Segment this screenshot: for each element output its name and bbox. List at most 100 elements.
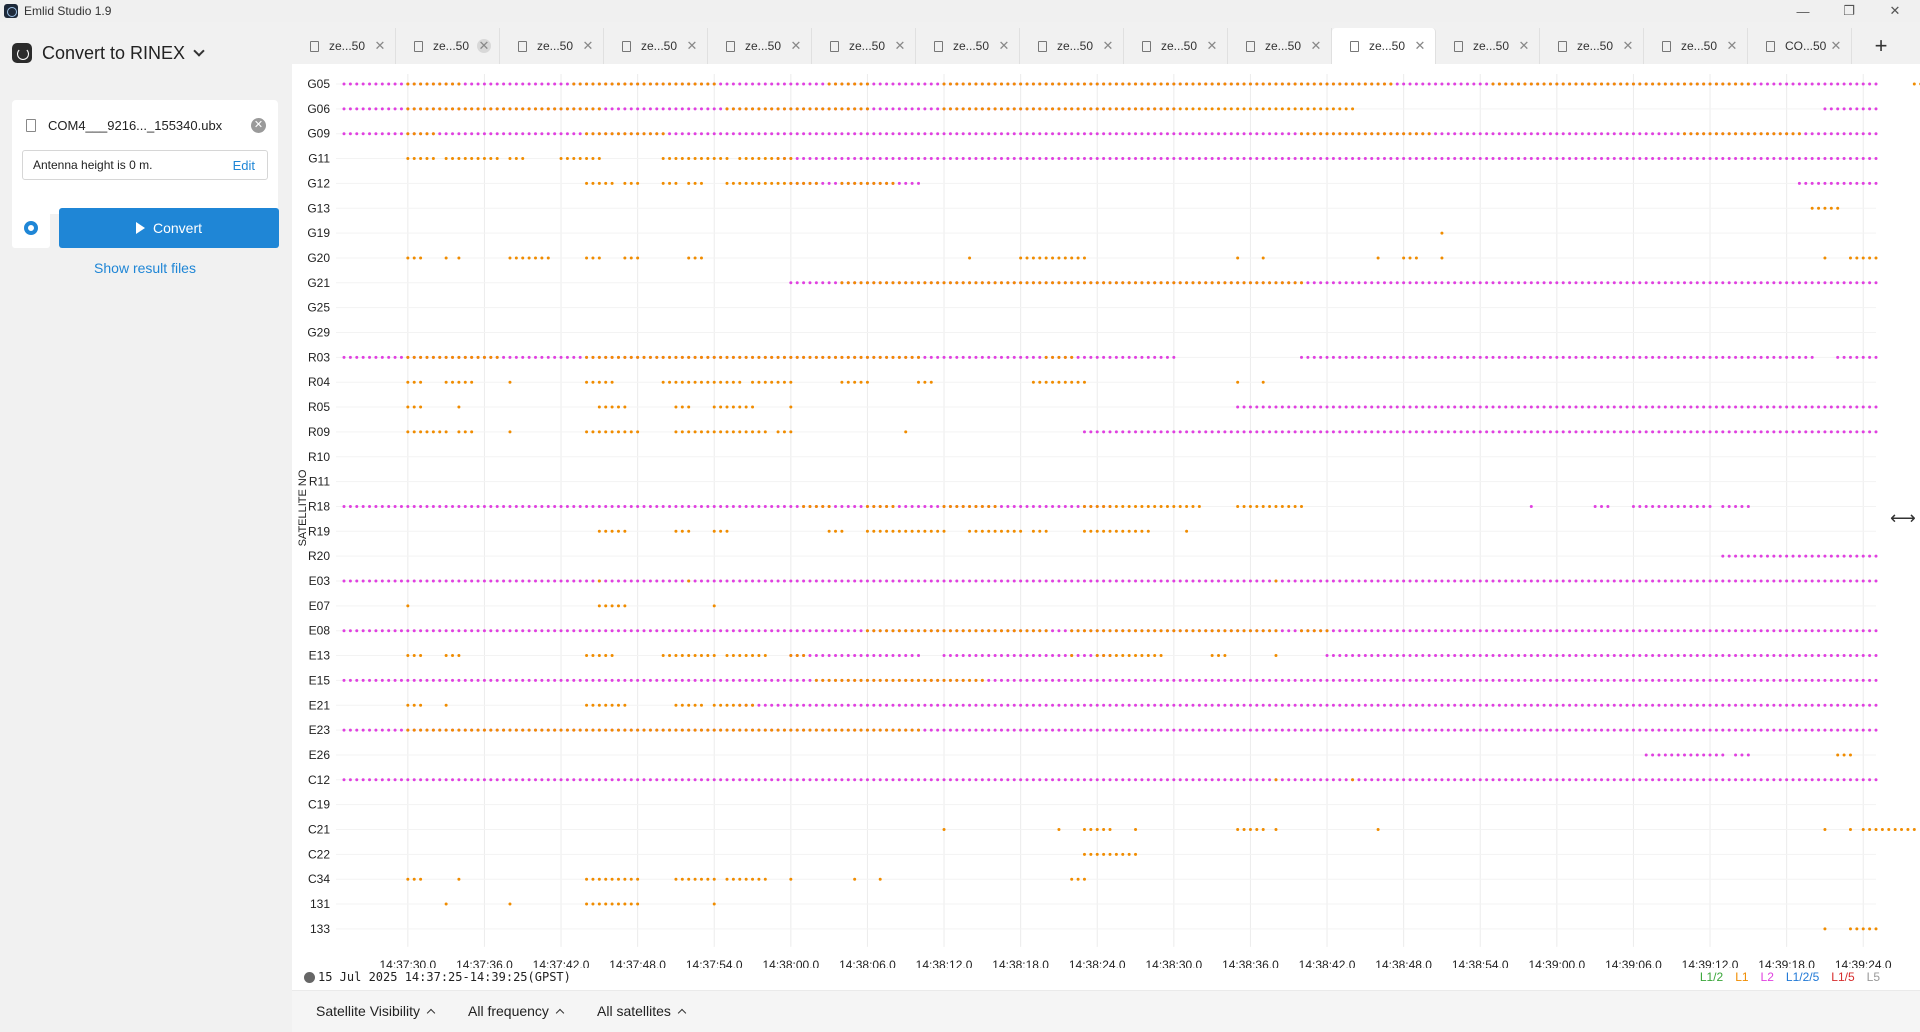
obs-point-l1 — [706, 877, 710, 881]
obs-point-l2 — [814, 281, 818, 285]
minimize-icon[interactable]: — — [1796, 3, 1810, 19]
obs-point-l2 — [1593, 132, 1597, 136]
tab-13[interactable]: ze...50 ✕ — [1540, 28, 1644, 64]
chevron-down-icon[interactable] — [193, 45, 205, 57]
close-tab-icon[interactable]: ✕ — [1726, 38, 1738, 53]
close-tab-icon[interactable]: ✕ — [1830, 38, 1842, 53]
obs-point-l2 — [1229, 132, 1233, 136]
restore-icon[interactable]: ❐ — [1843, 3, 1855, 18]
close-tab-icon[interactable]: ✕ — [686, 38, 698, 53]
obs-point-l2 — [1842, 579, 1846, 583]
obs-point-l2 — [1797, 728, 1801, 732]
obs-point-l1 — [1625, 82, 1629, 86]
obs-point-l2 — [1453, 579, 1457, 583]
obs-point-l2 — [1408, 157, 1412, 161]
convert-button[interactable]: Convert — [59, 208, 279, 248]
tab-9[interactable]: ze...50 ✕ — [1124, 28, 1228, 64]
mode-selector[interactable]: Convert to RINEX — [12, 40, 205, 66]
obs-point-l2 — [1708, 355, 1712, 359]
close-tab-icon[interactable]: ✕ — [790, 38, 802, 53]
obs-point-l1 — [1185, 504, 1189, 508]
obs-point-l2 — [891, 778, 895, 782]
tab-1[interactable]: ze...50 ✕ — [292, 28, 396, 64]
obs-point-l1 — [1051, 380, 1055, 384]
obs-point-l1 — [757, 380, 761, 384]
obs-point-l1 — [597, 579, 601, 583]
close-tab-icon[interactable]: ✕ — [1310, 38, 1322, 53]
tab-11[interactable]: ze...50 ✕ — [1332, 28, 1436, 64]
tab-15[interactable]: CO...50 ✕ — [1748, 28, 1852, 64]
obs-point-l1 — [706, 380, 710, 384]
obs-point-l2 — [374, 579, 378, 583]
tab-10[interactable]: ze...50 ✕ — [1228, 28, 1332, 64]
close-tab-icon[interactable]: ✕ — [1414, 38, 1426, 53]
close-window-icon[interactable]: ✕ — [1889, 3, 1901, 18]
tab-8[interactable]: ze...50 ✕ — [1020, 28, 1124, 64]
obs-point-l1 — [1663, 82, 1667, 86]
obs-point-l2 — [974, 132, 978, 136]
obs-point-l2 — [1351, 157, 1355, 161]
obs-point-l2 — [597, 504, 601, 508]
obs-point-l1 — [725, 877, 729, 881]
close-tab-icon[interactable]: ✕ — [582, 38, 594, 53]
settings-button[interactable] — [12, 208, 50, 248]
close-tab-icon[interactable]: ✕ — [1102, 38, 1114, 53]
obs-point-l2 — [1459, 157, 1463, 161]
tab-14[interactable]: ze...50 ✕ — [1644, 28, 1748, 64]
obs-point-l1 — [865, 82, 869, 86]
visibility-dropdown[interactable]: Satellite Visibility — [316, 1003, 436, 1019]
close-tab-icon[interactable]: ✕ — [374, 38, 386, 53]
show-result-files-link[interactable]: Show result files — [94, 260, 196, 276]
obs-point-l2 — [514, 355, 518, 359]
obs-point-l2 — [1606, 157, 1610, 161]
obs-point-l1 — [987, 529, 991, 533]
obs-point-l1 — [585, 107, 589, 111]
obs-point-l1 — [1114, 629, 1118, 633]
close-tab-icon[interactable]: ✕ — [1518, 38, 1530, 53]
satellites-dropdown[interactable]: All satellites — [597, 1003, 687, 1019]
obs-point-l2 — [706, 579, 710, 583]
obs-point-l2 — [1517, 703, 1521, 707]
close-tab-icon[interactable]: ✕ — [477, 38, 491, 53]
obs-point-l2 — [993, 678, 997, 682]
obs-point-l2 — [904, 579, 908, 583]
tab-3[interactable]: ze...50 ✕ — [500, 28, 604, 64]
obs-point-l2 — [1504, 629, 1508, 633]
obs-point-l2 — [1459, 678, 1463, 682]
tab-4[interactable]: ze...50 ✕ — [604, 28, 708, 64]
obs-point-l2 — [1638, 629, 1642, 633]
tab-2[interactable]: ze...50 ✕ — [396, 28, 500, 64]
clear-file-icon[interactable]: ✕ — [251, 117, 266, 133]
tab-7[interactable]: ze...50 ✕ — [916, 28, 1020, 64]
obs-point-l2 — [1548, 405, 1552, 409]
obs-point-l1 — [693, 380, 697, 384]
obs-point-l2 — [1293, 157, 1297, 161]
obs-point-l2 — [808, 629, 812, 633]
close-tab-icon[interactable]: ✕ — [998, 38, 1010, 53]
obs-point-l2 — [1070, 579, 1074, 583]
tab-5[interactable]: ze...50 ✕ — [708, 28, 812, 64]
obs-point-l1 — [712, 654, 716, 658]
obs-point-l2 — [1695, 778, 1699, 782]
obs-point-l2 — [348, 778, 352, 782]
obs-point-l1 — [540, 728, 544, 732]
resize-handle-icon[interactable]: ⟷ — [1890, 508, 1916, 528]
obs-point-l2 — [540, 504, 544, 508]
obs-point-l2 — [1465, 579, 1469, 583]
tab-6[interactable]: ze...50 ✕ — [812, 28, 916, 64]
obs-point-l1 — [438, 82, 442, 86]
obs-point-l2 — [1587, 703, 1591, 707]
frequency-dropdown[interactable]: All frequency — [468, 1003, 565, 1019]
obs-point-l1 — [680, 703, 684, 707]
close-tab-icon[interactable]: ✕ — [1622, 38, 1634, 53]
obs-point-l2 — [1734, 281, 1738, 285]
obs-point-l2 — [1695, 430, 1699, 434]
close-tab-icon[interactable]: ✕ — [894, 38, 906, 53]
edit-antenna-button[interactable]: Edit — [232, 157, 255, 173]
tab-12[interactable]: ze...50 ✕ — [1436, 28, 1540, 64]
add-tab-button[interactable]: + — [1874, 33, 1888, 58]
obs-point-l1 — [993, 82, 997, 86]
obs-point-l1 — [1746, 82, 1750, 86]
obs-point-l2 — [1331, 355, 1335, 359]
close-tab-icon[interactable]: ✕ — [1206, 38, 1218, 53]
